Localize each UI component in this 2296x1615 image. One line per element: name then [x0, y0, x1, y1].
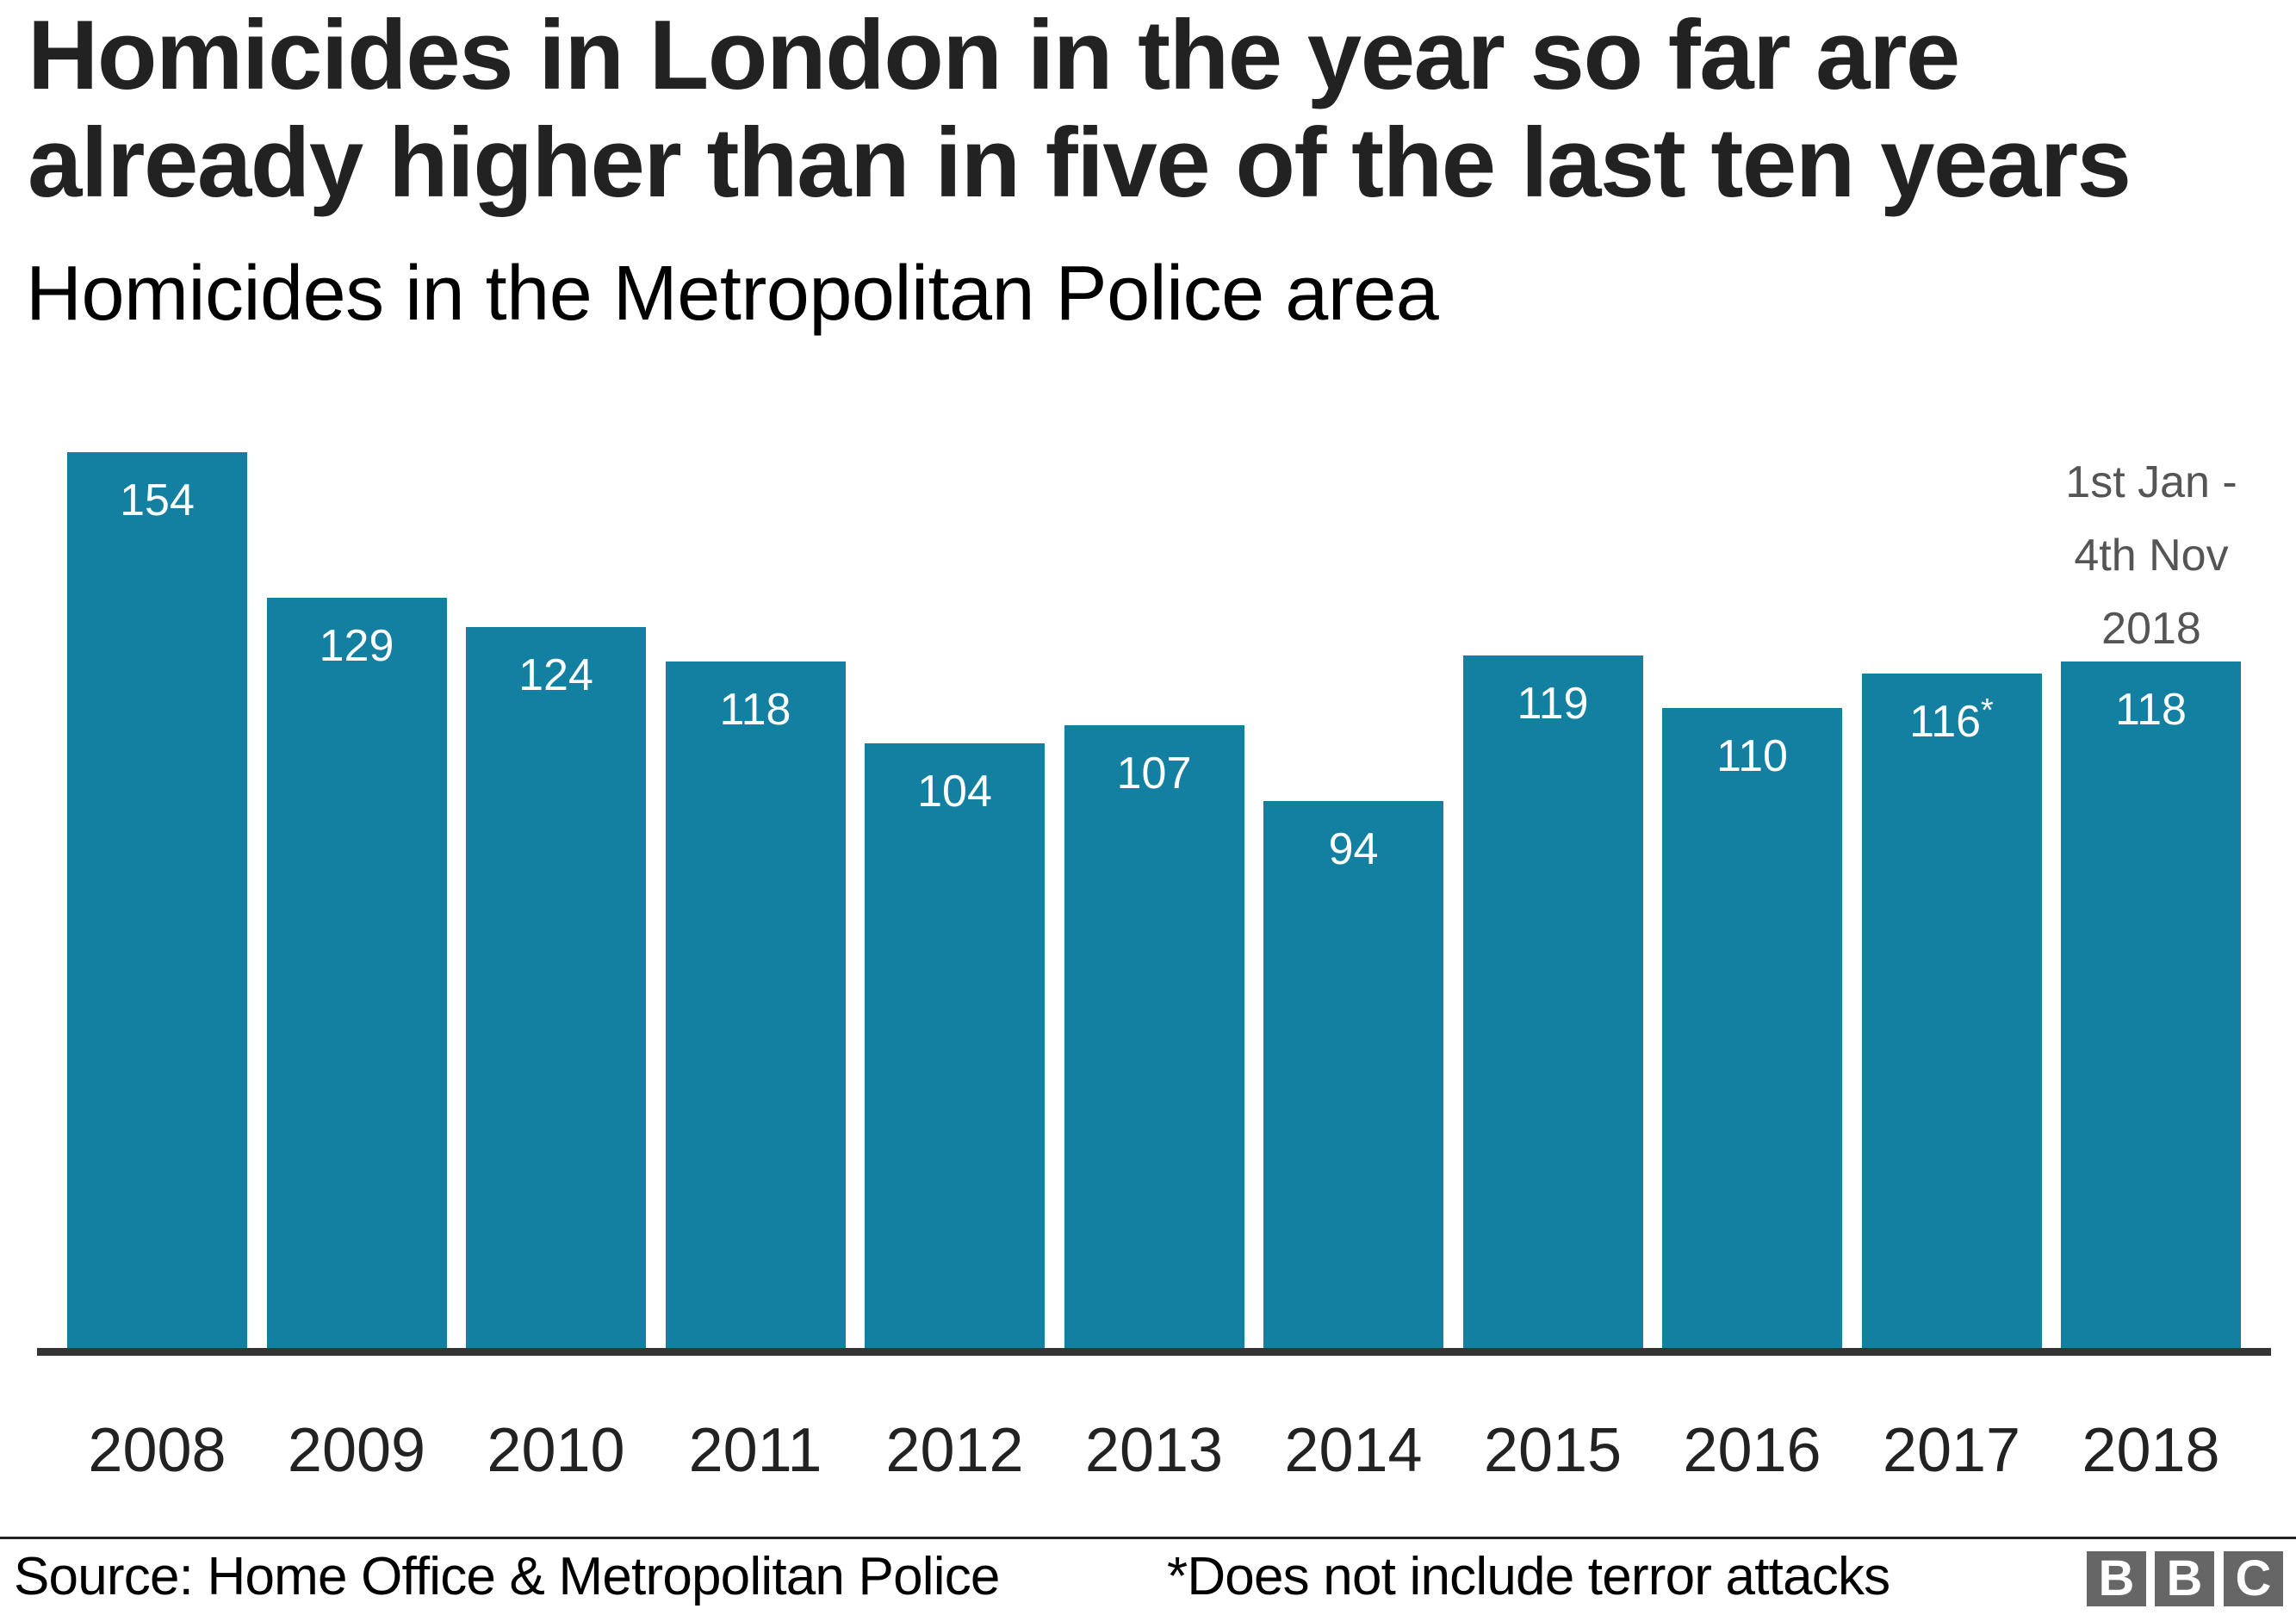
bbc-logo-box: C: [2224, 1551, 2283, 1606]
x-axis-label-2009: 2009: [287, 1416, 426, 1485]
bar-2009: 129: [266, 597, 447, 1348]
bar-value-label: 110: [1662, 734, 1842, 779]
bar-value-label: 124: [466, 653, 646, 698]
bbc-logo-box: B: [2155, 1551, 2214, 1606]
bar-value-label: 116*: [1862, 694, 2042, 747]
annotation-line: 2018: [2101, 604, 2201, 654]
bar-value: 119: [1517, 679, 1589, 730]
bar-2016: 110: [1662, 708, 1842, 1348]
bar-2014: 94: [1263, 801, 1443, 1348]
x-axis-label-2017: 2017: [1882, 1416, 2021, 1485]
bar-2010: 124: [466, 626, 646, 1348]
bbc-logo-box: B: [2087, 1551, 2146, 1606]
bar-2018: 118: [2061, 662, 2241, 1348]
bar-value: 107: [1116, 748, 1192, 799]
footnote-terror-attacks: *Does not include terror attacks: [1167, 1547, 1890, 1606]
bar-value: 118: [2115, 685, 2187, 736]
x-axis-label-2018: 2018: [2082, 1416, 2220, 1485]
bar-value-label: 118: [666, 687, 846, 732]
bar-2011: 118: [665, 662, 846, 1348]
bar-value: 124: [518, 649, 593, 700]
bar-value: 118: [719, 685, 791, 736]
bar-value-label: 107: [1064, 751, 1244, 796]
bbc-logo: B B C: [2087, 1551, 2283, 1606]
bar-2015: 119: [1462, 655, 1643, 1348]
source-note: Source: Home Office & Metropolitan Polic…: [14, 1547, 1000, 1606]
chart-title-line-1: Homicides in London in the year so far a…: [28, 1, 1960, 110]
bar-value-label: 94: [1263, 827, 1443, 872]
footnote-marker: *: [1981, 692, 1994, 729]
x-axis-label-2013: 2013: [1084, 1416, 1224, 1485]
bar-value-label: 104: [865, 769, 1045, 814]
x-axis-label-2014: 2014: [1284, 1416, 1423, 1485]
bar-value-label: 154: [67, 478, 247, 523]
bar-value-label: 119: [1463, 681, 1643, 726]
annotation-2018-period: 1st Jan - 4th Nov 2018: [2057, 446, 2246, 666]
bar-value-label: 118: [2061, 687, 2241, 732]
bar-value: 154: [120, 475, 195, 526]
bar-2017: 116*: [1861, 673, 2042, 1348]
footer-divider: [0, 1537, 2296, 1539]
x-axis-label-2012: 2012: [885, 1416, 1024, 1485]
chart-subtitle: Homicides in the Metropolitan Police are…: [26, 251, 1439, 337]
bar-2012: 104: [865, 742, 1045, 1348]
bar-value: 116: [1909, 696, 1982, 747]
bar-2013: 107: [1064, 725, 1244, 1348]
x-axis-label-2011: 2011: [688, 1416, 822, 1485]
x-axis-label-2008: 2008: [88, 1416, 226, 1485]
x-axis-label-2016: 2016: [1683, 1416, 1821, 1485]
x-axis-label-2015: 2015: [1483, 1416, 1623, 1485]
annotation-line: 4th Nov: [2074, 531, 2229, 581]
x-axis-line: [37, 1348, 2271, 1356]
bar-value: 94: [1328, 824, 1379, 875]
annotation-line: 1st Jan -: [2065, 457, 2237, 507]
bar-value: 104: [917, 766, 992, 817]
bar-value: 129: [319, 620, 394, 671]
bar-value-label: 129: [267, 624, 447, 668]
bar-2008: 154: [67, 452, 247, 1348]
x-axis-label-2010: 2010: [487, 1416, 625, 1485]
chart-title-line-2: already higher than in five of the last …: [28, 109, 2132, 218]
bar-value: 110: [1716, 731, 1788, 782]
